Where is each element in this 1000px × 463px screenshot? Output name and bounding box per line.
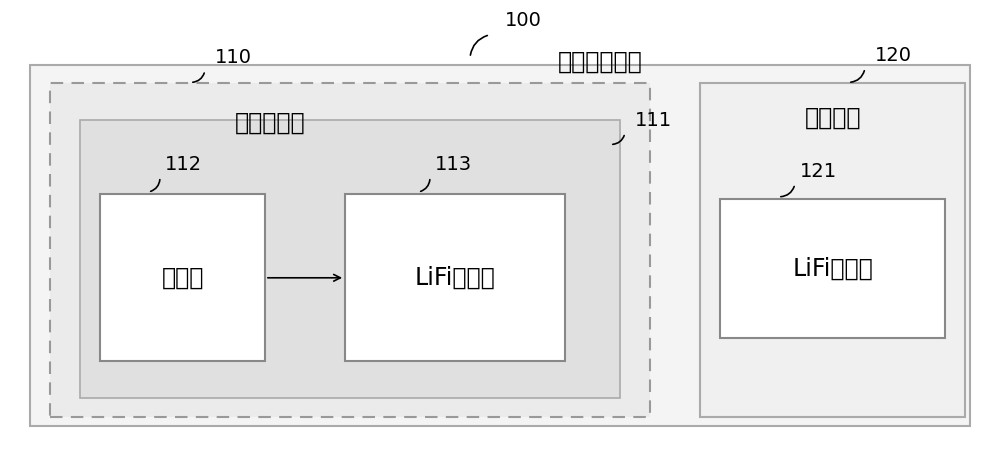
Text: 120: 120 [875, 46, 912, 65]
Text: 113: 113 [435, 155, 472, 174]
Text: 121: 121 [800, 162, 837, 181]
Text: LiFi接收器: LiFi接收器 [793, 257, 873, 281]
Text: 110: 110 [215, 48, 252, 67]
Text: 112: 112 [165, 155, 202, 174]
Text: 行车记录仪: 行车记录仪 [235, 110, 305, 134]
Bar [100, 194, 265, 361]
Text: LiFi发射器: LiFi发射器 [415, 266, 495, 290]
Text: 摄像头: 摄像头 [162, 266, 204, 290]
Bar [345, 194, 565, 361]
Text: 行车记录系统: 行车记录系统 [558, 50, 642, 74]
Text: 111: 111 [635, 111, 672, 130]
Bar [720, 199, 945, 338]
Bar [700, 83, 965, 417]
Text: 移动终端: 移动终端 [805, 106, 861, 130]
Bar [50, 83, 650, 417]
Text: 100: 100 [505, 11, 542, 31]
Bar [80, 120, 620, 398]
Bar [30, 65, 970, 426]
